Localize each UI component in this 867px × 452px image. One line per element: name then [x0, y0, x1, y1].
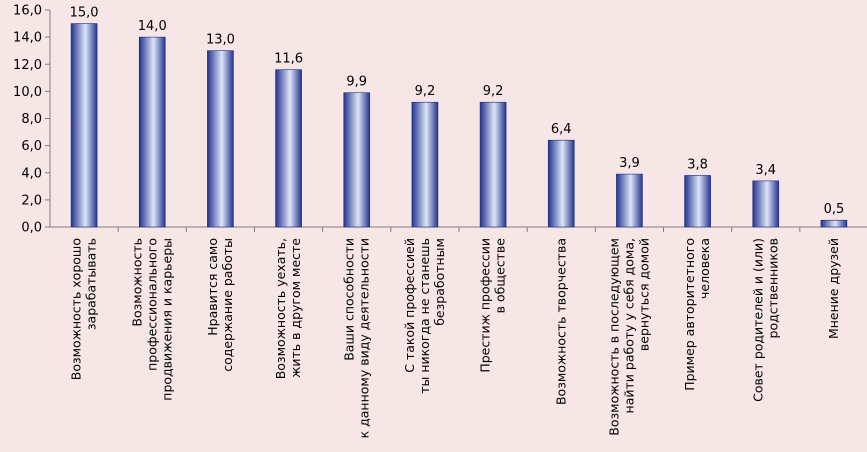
- category-label: Возможность творчества: [553, 238, 568, 405]
- category-label-line: Мнение друзей: [826, 238, 841, 339]
- axes: 0,0 2,0 4,0 6,0 8,0 10,0 12,0 14,0 16,0: [13, 4, 867, 236]
- data-label: 9,2: [415, 84, 436, 99]
- data-label: 14,0: [138, 19, 167, 34]
- y-tick-label: 6,0: [21, 139, 42, 154]
- y-tick-label: 14,0: [13, 31, 42, 46]
- category-label-line: в обществе: [493, 238, 508, 314]
- data-label: 0,5: [824, 202, 845, 217]
- bar: [616, 173, 643, 228]
- category-label: Пример авторитетного человека: [682, 238, 712, 391]
- category-label-line: Ваши способности: [341, 238, 356, 361]
- data-label: 9,2: [483, 84, 504, 99]
- category-label: Возможность профессионального продвижения …: [129, 238, 174, 401]
- y-tick-label: 2,0: [21, 193, 42, 208]
- category-label-line: безработным: [432, 238, 447, 326]
- category-label: Престиж профессии в обществе: [478, 238, 508, 373]
- category-label: Ваши способности к данному виду деятельно…: [341, 238, 371, 438]
- bar: [275, 69, 302, 228]
- bar: [138, 36, 166, 228]
- category-label-line: Престиж профессии: [478, 238, 493, 373]
- data-label: 11,6: [274, 52, 303, 67]
- category-label-line: родственников: [765, 238, 780, 338]
- data-label: 3,9: [619, 156, 640, 171]
- data-label: 3,8: [687, 157, 708, 172]
- category-label: Возможность уехать, жить в другом месте: [273, 238, 303, 380]
- y-tick-label: 0,0: [21, 221, 42, 236]
- category-label: Мнение друзей: [826, 238, 841, 339]
- data-label: 3,4: [755, 163, 776, 178]
- category-label-line: найти работу у себя дома,: [621, 238, 636, 413]
- category-label-line: Возможность хорошо: [69, 238, 84, 380]
- category-label-line: Возможность уехать,: [273, 238, 288, 379]
- category-label-line: Возможность: [129, 238, 144, 327]
- bar: [343, 92, 371, 228]
- category-label-line: к данному виду деятельности: [356, 238, 371, 438]
- category-label-line: Пример авторитетного: [682, 238, 697, 391]
- category-label-line: жить в другом месте: [288, 238, 303, 378]
- category-label: Возможность хорошо зарабатывать: [69, 238, 99, 380]
- category-label: С такой профессией ты никогда не станешь б…: [402, 238, 447, 394]
- data-labels: 15,0 14,0 13,0 11,6 9,9 9,2 9,2 6,4 3,9 3,8 3,4 0,5: [70, 6, 845, 218]
- category-label-line: профессионального: [144, 238, 159, 371]
- category-label: Совет родителей и (или) родственников: [750, 238, 780, 402]
- bar: [684, 175, 711, 228]
- category-label-line: Нравится само: [205, 238, 220, 336]
- data-label: 13,0: [206, 33, 235, 48]
- bar: [207, 50, 234, 228]
- category-label-line: Возможность в последующем: [606, 238, 621, 436]
- bar: [479, 101, 507, 228]
- bar: [411, 101, 439, 228]
- y-tick-label: 12,0: [13, 58, 42, 73]
- bar: [70, 23, 98, 228]
- category-label-line: Возможность творчества: [553, 238, 568, 405]
- category-label-line: Совет родителей и (или): [750, 238, 765, 402]
- category-label-line: ты никогда не станешь: [417, 238, 432, 394]
- bar: [547, 139, 575, 228]
- data-label: 6,4: [551, 122, 572, 137]
- category-labels: Возможность хорошо зарабатывать Возможност…: [69, 238, 841, 439]
- bars: [70, 23, 848, 228]
- category-label: Нравится само содержание работы: [205, 238, 235, 372]
- category-label-line: вернуться домой: [636, 238, 651, 351]
- category-label: Возможность в последующем найти работу у …: [606, 238, 651, 436]
- data-label: 15,0: [70, 6, 99, 21]
- data-label: 9,9: [346, 75, 367, 90]
- category-label-line: С такой профессией: [402, 238, 417, 373]
- category-label-line: содержание работы: [220, 238, 235, 372]
- category-label-line: зарабатывать: [84, 238, 99, 330]
- bar: [752, 180, 780, 228]
- category-label-line: продвижения и карьеры: [159, 238, 174, 401]
- y-tick-label: 16,0: [13, 4, 42, 19]
- y-tick-label: 4,0: [21, 166, 42, 181]
- y-tick-label: 8,0: [21, 112, 42, 127]
- category-label-line: человека: [697, 238, 712, 299]
- y-tick-label: 10,0: [13, 85, 42, 100]
- bar: [820, 219, 848, 228]
